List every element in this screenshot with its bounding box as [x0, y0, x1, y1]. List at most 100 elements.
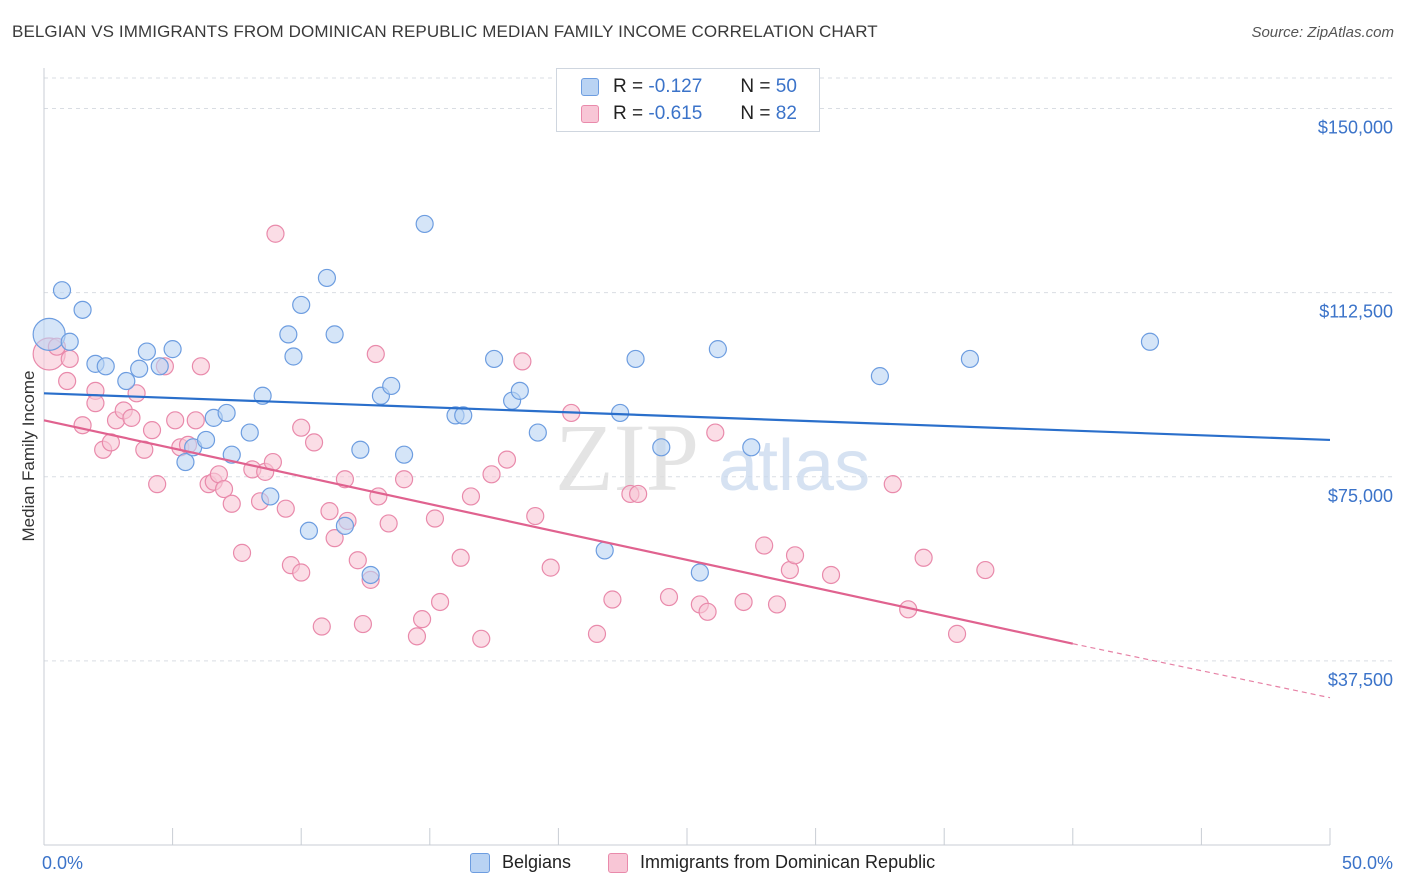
dominican-point — [407, 627, 427, 646]
belgian-point — [32, 317, 66, 351]
belgian-point — [870, 367, 890, 386]
belgian-point — [150, 357, 169, 376]
dominican-point — [914, 548, 933, 567]
legend-n-value-dominican: 82 — [775, 103, 797, 124]
belgian-point — [196, 430, 216, 450]
dominican-point — [379, 514, 398, 533]
dominican-point — [947, 624, 967, 643]
dominican-point — [58, 371, 77, 391]
tick-labels: $37,500 $75,000 $112,500 $150,000 0.0% 50.0% — [42, 118, 1393, 873]
dominican-point — [603, 590, 622, 609]
belgian-point — [1140, 332, 1160, 351]
dominican-point — [482, 465, 501, 484]
dominican-point — [325, 529, 344, 548]
belgian-point — [325, 325, 344, 344]
dominican-point — [541, 558, 560, 577]
dominican-point — [73, 416, 92, 435]
legend-r-label: R = — [613, 103, 644, 124]
belgian-point — [96, 357, 115, 376]
dominican-point — [425, 509, 445, 528]
belgian-point — [217, 403, 236, 423]
dominican-point — [320, 502, 339, 521]
correlation-legend: R = -0.127 N = 50 R = -0.615 N = 82 — [556, 68, 820, 132]
belgian-point — [137, 342, 156, 361]
dominican-point — [214, 479, 234, 499]
y-tick-label: $112,500 — [1319, 302, 1393, 322]
grid-lines — [44, 77, 1395, 662]
belgian-point — [394, 445, 414, 464]
dominican-point — [497, 450, 517, 469]
dominican-point — [587, 624, 607, 643]
belgian-point — [690, 563, 709, 582]
dominican-point — [335, 470, 355, 489]
dominican-point — [698, 602, 717, 621]
belgian-point — [279, 325, 298, 344]
watermark-atlas: atlas — [718, 426, 870, 506]
belgian-point — [361, 565, 380, 585]
trend-line-dominican-extrapolated — [1072, 643, 1331, 699]
belgian-point — [351, 440, 370, 459]
dominican-point — [60, 349, 79, 369]
dominican-point — [304, 433, 324, 452]
dominican-point — [369, 487, 388, 506]
belgian-point — [163, 340, 182, 359]
legend-r-label: R = — [613, 76, 644, 97]
dominican-point — [513, 352, 532, 371]
dominican-point — [186, 411, 205, 430]
legend-r-value-dominican: -0.615 — [648, 103, 703, 124]
dominican-point — [276, 499, 295, 518]
dominican-point — [348, 551, 367, 570]
trend-line-belgians — [43, 392, 1331, 442]
dominican-point — [292, 418, 311, 437]
dominican-point — [394, 470, 414, 489]
belgian-point — [284, 347, 303, 366]
belgian-point — [299, 521, 319, 540]
dominican-point — [659, 587, 679, 607]
dominican-point — [883, 475, 902, 494]
legend-n-label: N = — [740, 103, 771, 124]
trend-line-dominican — [43, 419, 1074, 645]
dominican-point — [266, 224, 285, 243]
trend-lines — [43, 392, 1331, 699]
legend-r-value-belgians: -0.127 — [648, 76, 703, 97]
dominican-point — [461, 487, 481, 506]
belgian-point — [335, 516, 355, 535]
belgian-point — [742, 438, 761, 457]
dominican-point — [451, 548, 470, 567]
legend-row-belgians: R = -0.127 N = 50 — [581, 74, 797, 100]
belgian-point — [960, 349, 980, 369]
watermark: ZIP atlas — [555, 404, 870, 511]
dominican-point — [366, 344, 385, 364]
dominican-point — [191, 357, 210, 376]
dominican-point — [86, 394, 105, 413]
belgian-point — [52, 281, 72, 300]
belgian-point — [528, 423, 547, 442]
dominican-point — [222, 494, 241, 513]
dominican-point — [629, 484, 648, 504]
series-dominican-points — [32, 224, 995, 648]
series-swatch-blue — [470, 852, 490, 873]
belgian-point — [176, 452, 195, 472]
dominican-point — [472, 629, 491, 648]
belgian-point — [73, 300, 92, 319]
dominican-point — [767, 595, 787, 614]
series-swatch-pink — [608, 852, 628, 873]
belgian-point — [454, 406, 473, 425]
belgian-point — [240, 423, 259, 442]
series-belgians-points — [32, 214, 1160, 585]
x-tick-label-max: 50.0% — [1342, 853, 1393, 873]
legend-row-dominican: R = -0.615 N = 82 — [581, 101, 797, 127]
source-credit: Source: ZipAtlas.com — [1251, 24, 1394, 41]
belgian-point — [708, 340, 727, 359]
legend-n-value-belgians: 50 — [775, 76, 797, 97]
dominican-point — [430, 592, 450, 612]
belgian-point — [510, 381, 529, 400]
belgian-point — [60, 332, 79, 351]
dominican-point — [148, 475, 167, 494]
legend-swatch-blue — [581, 78, 599, 96]
dominican-point — [526, 506, 545, 526]
series-legend-belgians: Belgians — [470, 852, 571, 873]
belgian-point — [626, 349, 645, 369]
belgian-point — [261, 487, 280, 506]
